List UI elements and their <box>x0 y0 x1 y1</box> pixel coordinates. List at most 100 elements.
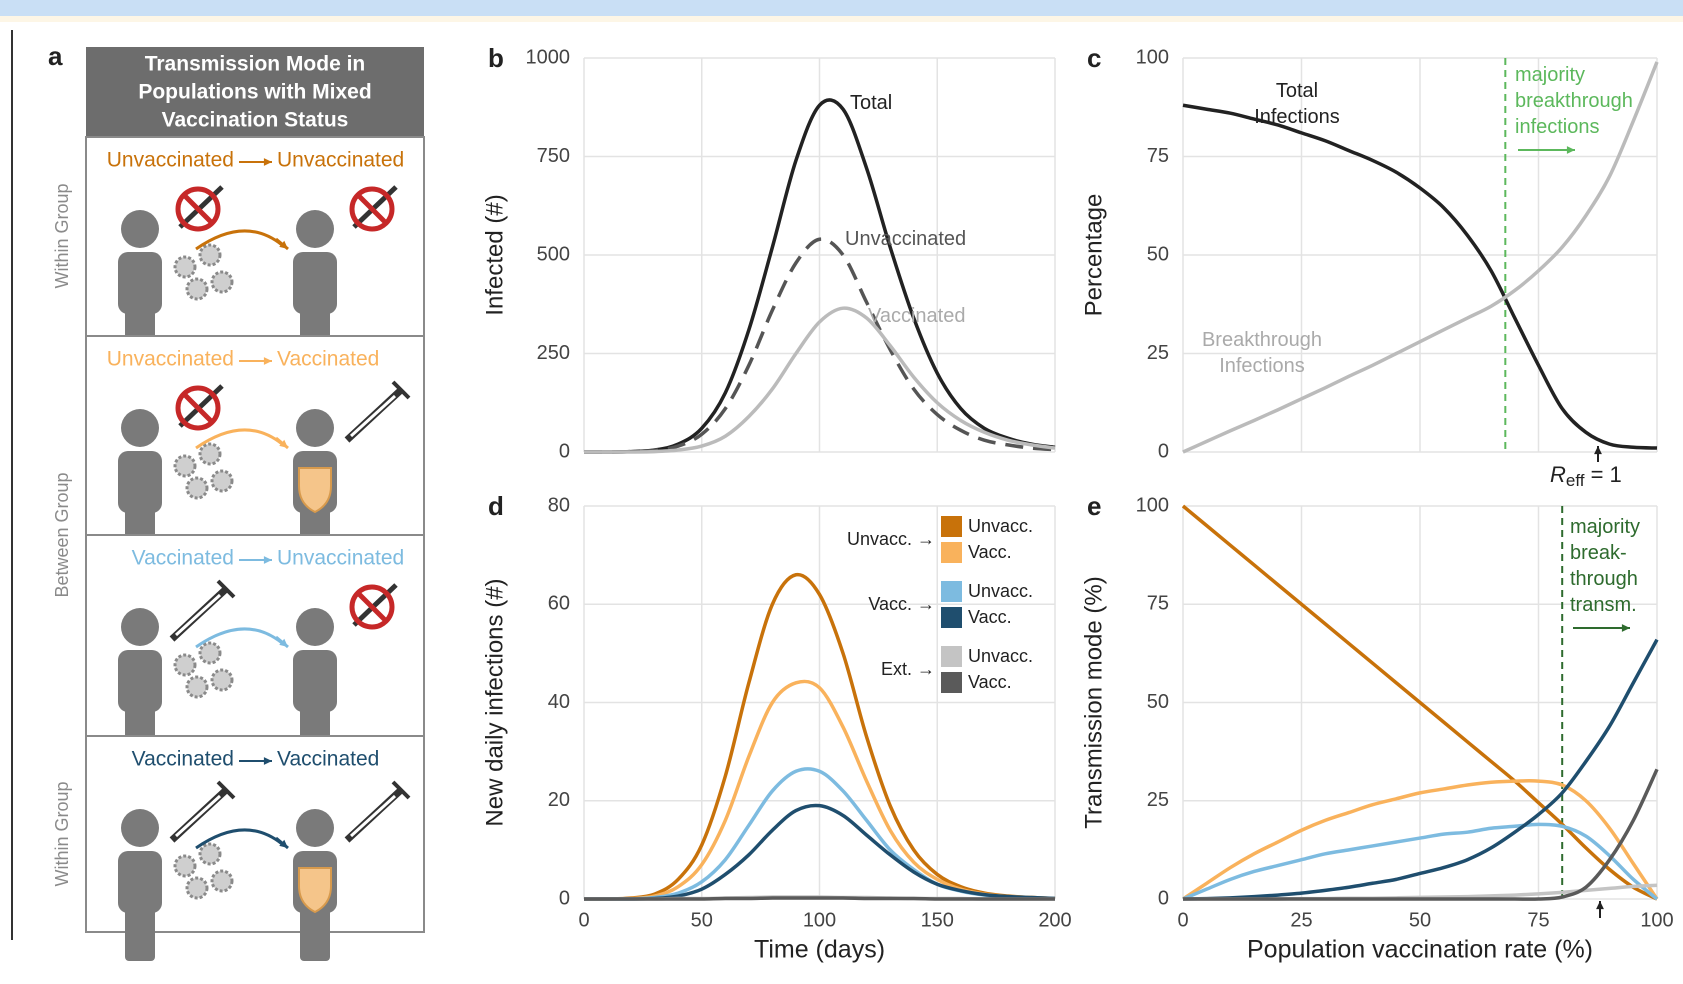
x-axis-label: Time (days) <box>754 936 885 964</box>
annotation: majority breakthrough infections <box>1515 64 1633 138</box>
y-tick-label: 75 <box>1147 145 1169 167</box>
person-head <box>121 409 159 447</box>
virus <box>210 869 234 893</box>
series-line <box>583 237 1056 454</box>
person-body <box>118 252 162 314</box>
no-slash <box>182 392 214 424</box>
reff-label: Reff = 1 <box>1550 462 1622 491</box>
syringe-plunger <box>216 579 236 599</box>
y-tick-label: 100 <box>1136 494 1169 516</box>
no-sign <box>349 186 395 232</box>
legend-swatch <box>941 542 962 563</box>
virus <box>173 454 197 478</box>
panel-label: c <box>1087 43 1101 73</box>
no-slash <box>356 193 388 225</box>
series-line <box>1182 638 1659 901</box>
y-tick-label: 750 <box>537 145 570 167</box>
series-line <box>1181 504 1658 901</box>
transmission-arrow <box>195 627 283 649</box>
legend-label: Unvacc. <box>968 581 1033 601</box>
person-body <box>118 451 162 513</box>
panel-label: d <box>488 491 504 521</box>
person-legs <box>300 901 330 961</box>
x-tick-label: 100 <box>803 909 836 931</box>
legend-label: Vacc. <box>968 672 1012 692</box>
row-from: Vaccinated <box>132 748 234 771</box>
panel-title: Transmission Mode in <box>145 53 366 76</box>
panel-title: Populations with Mixed <box>138 81 371 104</box>
x-axis-label: Population vaccination rate (%) <box>1247 936 1593 964</box>
virus <box>198 641 222 665</box>
legend-label: Unvacc. <box>968 516 1033 536</box>
legend-group-label: Unvacc. → <box>847 529 935 549</box>
row-from: Unvaccinated <box>107 348 234 371</box>
x-tick-label: 150 <box>921 909 954 931</box>
side-label: Within Group <box>52 781 72 886</box>
virus <box>185 476 209 500</box>
legend-swatch <box>941 516 962 537</box>
arrow-head <box>279 439 288 448</box>
person-legs <box>125 901 155 961</box>
x-tick-label: 100 <box>1640 909 1673 931</box>
y-tick-label: 0 <box>1158 440 1169 462</box>
x-tick-label: 200 <box>1038 909 1071 931</box>
panel-label: a <box>48 41 63 71</box>
y-tick-label: 60 <box>548 593 570 615</box>
person-head <box>296 210 334 248</box>
y-tick-label: 500 <box>537 243 570 265</box>
virus <box>173 854 197 878</box>
virus <box>173 653 197 677</box>
no-slash <box>356 591 388 623</box>
virus <box>210 469 234 493</box>
no-sign <box>175 186 221 232</box>
person-head <box>296 608 334 646</box>
syringe-barrel <box>349 394 397 438</box>
y-tick-label: 50 <box>1147 691 1169 713</box>
panel-label: b <box>488 43 504 73</box>
person-head <box>121 608 159 646</box>
syringe <box>352 583 398 627</box>
y-tick-label: 25 <box>1147 342 1169 364</box>
reff-symbol: R <box>1550 462 1566 487</box>
x-tick-label: 0 <box>1177 909 1188 931</box>
series-label: Vaccinated <box>868 305 966 327</box>
row-from: Vaccinated <box>132 547 234 570</box>
y-axis-label: Percentage <box>1080 194 1107 317</box>
y-tick-label: 1000 <box>526 46 571 68</box>
legend-swatch <box>941 646 962 667</box>
y-axis-label: New daily infections (#) <box>481 578 508 826</box>
legend-group-label: Ext. → <box>881 659 935 679</box>
syringe <box>178 185 224 229</box>
y-tick-label: 25 <box>1147 789 1169 811</box>
row-to: Unvaccinated <box>277 547 404 570</box>
y-tick-label: 75 <box>1147 593 1169 615</box>
y-tick-label: 0 <box>559 440 570 462</box>
person-body <box>293 650 337 712</box>
syringe-plunger <box>391 780 411 800</box>
row-to: Vaccinated <box>277 748 379 771</box>
legend-swatch <box>941 607 962 628</box>
legend-swatch <box>941 672 962 693</box>
arrow-head <box>1594 446 1602 455</box>
side-label: Between Group <box>52 472 72 597</box>
x-tick-label: 0 <box>578 909 589 931</box>
arrow-head <box>263 556 272 564</box>
syringe-barrel <box>174 794 222 838</box>
series-line <box>1182 61 1659 454</box>
header-box <box>86 47 424 137</box>
arrow-head <box>279 240 288 249</box>
person-head <box>121 809 159 847</box>
syringe-barrel <box>174 593 222 637</box>
syringe-barrel <box>349 794 397 838</box>
reff-subscript: eff <box>1566 471 1585 490</box>
person-body <box>118 851 162 913</box>
virus <box>198 842 222 866</box>
series-label: Unvaccinated <box>845 228 967 250</box>
virus <box>198 442 222 466</box>
transmission-arrow <box>195 828 283 850</box>
panel-title: Vaccination Status <box>162 109 349 132</box>
y-tick-label: 250 <box>537 342 570 364</box>
arrow-head <box>1566 146 1575 154</box>
virus <box>185 876 209 900</box>
person-body <box>118 650 162 712</box>
